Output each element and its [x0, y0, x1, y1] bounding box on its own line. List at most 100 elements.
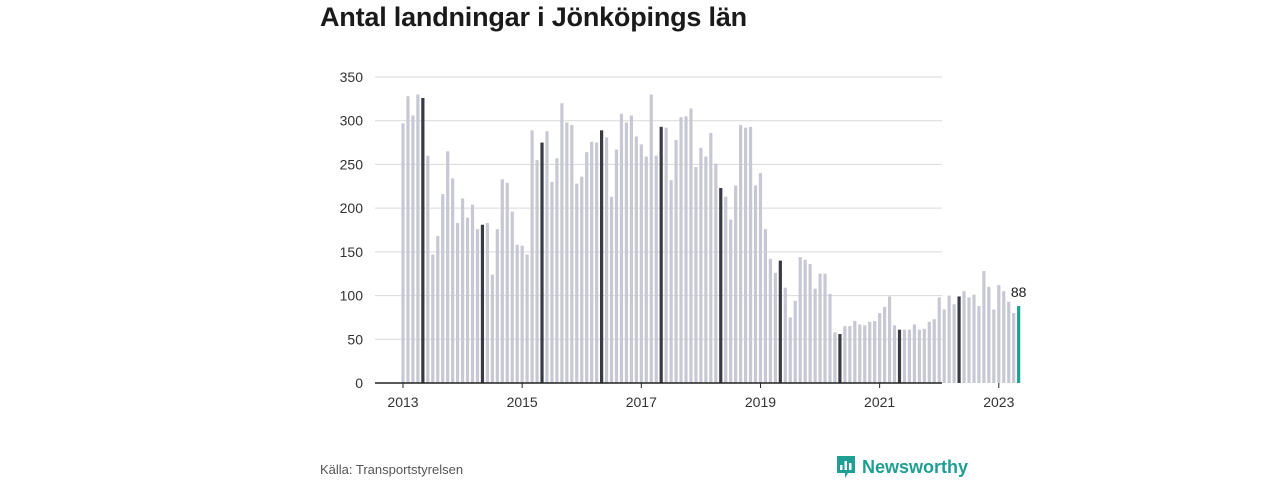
bar — [560, 103, 564, 383]
bar — [753, 185, 758, 383]
bar — [947, 295, 951, 383]
bar — [421, 97, 425, 383]
bar — [1017, 306, 1021, 383]
brand-logo[interactable]: Newsworthy — [836, 455, 968, 479]
bar — [778, 260, 782, 383]
bar — [520, 245, 524, 383]
y-tick-label: 0 — [355, 375, 363, 391]
bar — [887, 296, 892, 383]
bar — [848, 326, 852, 383]
bar — [624, 122, 629, 384]
bar — [649, 94, 653, 384]
x-tick-label: 2019 — [745, 394, 776, 410]
bar — [897, 329, 902, 383]
bar — [451, 178, 455, 383]
bar — [922, 328, 926, 383]
bar — [937, 297, 941, 383]
bar — [1012, 313, 1016, 383]
bar — [446, 151, 450, 383]
source-note: Källa: Transportstyrelsen — [320, 462, 464, 477]
bar — [570, 125, 574, 383]
bar — [783, 287, 787, 383]
bar — [490, 274, 494, 383]
bar — [992, 309, 996, 383]
bar — [878, 313, 882, 383]
bar — [600, 130, 604, 383]
bar — [515, 244, 519, 383]
bar — [858, 324, 862, 383]
bar — [739, 125, 743, 383]
x-tick-label: 2013 — [387, 394, 418, 410]
bar — [634, 136, 638, 383]
bar — [659, 126, 663, 383]
bar — [684, 116, 688, 383]
bar — [709, 132, 713, 383]
bar — [694, 167, 698, 383]
bar — [619, 113, 624, 383]
bar — [609, 196, 614, 383]
y-tick-label: 50 — [347, 331, 363, 347]
bar — [734, 185, 738, 383]
bar — [843, 326, 847, 383]
bar-chart-bubble-icon — [837, 456, 855, 478]
bar — [957, 296, 961, 383]
bar — [838, 334, 842, 383]
gridlines — [375, 76, 942, 340]
bar — [436, 236, 440, 383]
bar — [977, 306, 981, 383]
y-tick-label: 350 — [340, 69, 364, 85]
bar — [997, 285, 1001, 383]
bar — [828, 293, 832, 383]
bar — [1007, 301, 1011, 383]
bar — [768, 258, 773, 383]
bar — [724, 196, 728, 383]
bar — [604, 137, 609, 383]
bar — [868, 321, 872, 383]
bar — [555, 158, 559, 383]
y-tick-label: 100 — [340, 288, 364, 304]
bar — [674, 139, 678, 383]
bar — [411, 115, 415, 383]
bar — [798, 257, 802, 383]
bar — [654, 155, 658, 383]
chart-title: Antal landningar i Jönköpings län — [320, 2, 747, 32]
bar — [987, 286, 991, 383]
bar — [873, 320, 877, 383]
x-axis-ticks: 2013 2015 2017 2019 2021 2023 — [387, 383, 1015, 410]
bar — [942, 309, 946, 383]
bar — [967, 297, 971, 383]
bar — [540, 142, 544, 383]
bar — [748, 126, 753, 383]
y-tick-label: 300 — [340, 113, 364, 129]
bar — [952, 304, 956, 383]
bar — [590, 141, 594, 383]
bar — [719, 188, 723, 383]
bar — [758, 173, 763, 383]
x-tick-label: 2015 — [507, 394, 538, 410]
brand-name: Newsworthy — [862, 456, 969, 477]
bar — [927, 321, 931, 383]
bar — [416, 94, 420, 384]
bar — [460, 198, 465, 383]
bar — [470, 204, 475, 383]
bar — [510, 211, 514, 383]
bar — [535, 160, 539, 383]
bar — [823, 273, 827, 383]
bar — [475, 229, 480, 383]
bar — [773, 272, 777, 383]
bar — [545, 131, 549, 383]
bar — [1002, 291, 1006, 383]
bar — [639, 144, 643, 383]
bar — [614, 149, 619, 383]
bar — [480, 224, 485, 383]
bar — [833, 332, 837, 383]
bar — [892, 325, 897, 383]
bar — [664, 127, 668, 384]
y-axis-ticks: 0 50 100 150 200 250 300 350 — [340, 69, 364, 391]
bar — [743, 127, 748, 384]
bar — [813, 288, 817, 383]
bar — [704, 156, 708, 383]
latest-value-label: 88 — [1011, 284, 1027, 300]
bar — [565, 122, 569, 384]
bar — [853, 320, 857, 383]
